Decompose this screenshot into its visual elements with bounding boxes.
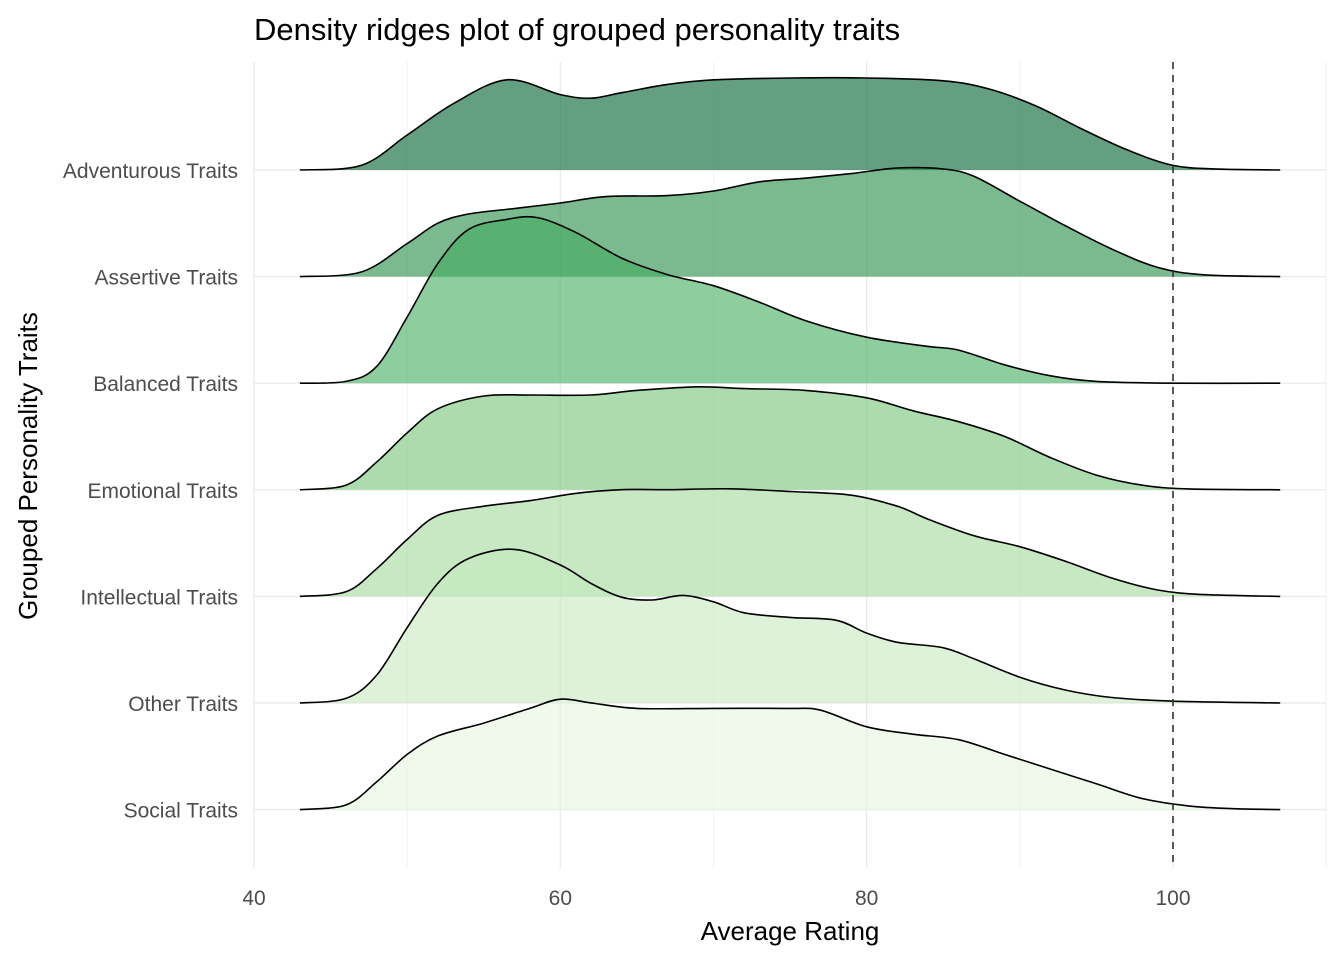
y-tick-labels: Adventurous Traits Assertive Traits Balanc… (63, 160, 238, 823)
ridge-line-intellectual-traits (299, 487, 1281, 598)
ridge-line-assertive-traits (299, 166, 1281, 278)
ridge-area-social-traits (299, 699, 1281, 810)
y-axis-title: Grouped Personality Traits (13, 312, 43, 620)
x-tick-label: 100 (1155, 887, 1190, 910)
x-tick-labels: 40 60 80 100 (242, 887, 1190, 910)
ridge-line-social-traits (299, 698, 1281, 811)
y-tick-label: Other Traits (128, 693, 238, 716)
ridge-area-balanced-traits (299, 216, 1281, 384)
y-tick-label: Intellectual Traits (80, 586, 238, 609)
ridge-other-traits (299, 548, 1281, 704)
ridge-emotional-traits (299, 385, 1281, 491)
ridge-line-emotional-traits (299, 385, 1281, 491)
ridge-line-adventurous-traits (299, 76, 1281, 171)
x-tick-label: 40 (242, 887, 265, 910)
y-tick-label: Social Traits (124, 800, 238, 823)
y-tick-label: Balanced Traits (93, 373, 238, 396)
x-axis-title: Average Rating (701, 916, 880, 946)
y-tick-label: Assertive Traits (94, 267, 238, 290)
x-tick-label: 80 (855, 887, 878, 910)
ridge-line-balanced-traits (299, 215, 1281, 385)
y-tick-label: Emotional Traits (87, 480, 238, 503)
ridge-adventurous-traits (299, 76, 1281, 171)
ridge-area-adventurous-traits (299, 77, 1281, 170)
chart-title: Density ridges plot of grouped personali… (254, 12, 900, 47)
ridge-balanced-traits (299, 215, 1281, 385)
ridge-social-traits (299, 698, 1281, 811)
y-tick-label: Adventurous Traits (63, 160, 238, 183)
x-tick-label: 60 (549, 887, 572, 910)
ridges (299, 76, 1281, 811)
ridge-area-other-traits (299, 549, 1281, 703)
ridge-area-emotional-traits (299, 386, 1281, 490)
ridge-line-other-traits (299, 548, 1281, 704)
